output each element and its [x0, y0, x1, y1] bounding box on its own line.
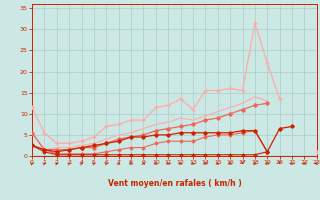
X-axis label: Vent moyen/en rafales ( km/h ): Vent moyen/en rafales ( km/h ) [108, 179, 241, 188]
